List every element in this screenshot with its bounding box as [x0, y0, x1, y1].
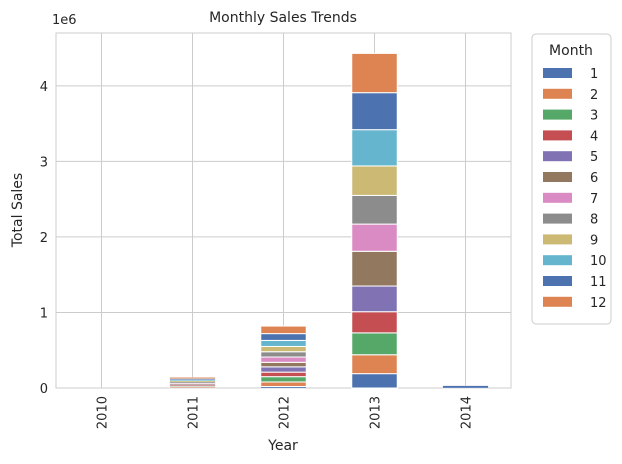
x-tick-label: 2014: [460, 396, 475, 429]
bar-segment: [260, 356, 307, 363]
bar-segment: [351, 129, 398, 167]
y-tick-label: 4: [40, 80, 48, 95]
chart-title: Monthly Sales Trends: [209, 10, 357, 26]
x-tick-label: 2013: [369, 396, 384, 429]
bar-segment: [351, 223, 398, 252]
bar-segment: [169, 379, 216, 381]
bar-segment: [351, 194, 398, 225]
legend-label: 8: [590, 213, 598, 228]
bar-segment: [260, 376, 307, 383]
legend-label: 9: [590, 233, 598, 248]
bar-segment: [260, 366, 307, 373]
bar-segment: [260, 339, 307, 347]
x-tick-labels: 2010 2011 2012 2013 2014: [96, 396, 475, 429]
bar-segment: [260, 345, 307, 353]
bars: [169, 52, 489, 389]
bar-segment: [260, 381, 307, 387]
bar-segment: [351, 354, 398, 375]
x-axis-label: Year: [267, 438, 298, 454]
x-tick-label: 2011: [187, 396, 202, 429]
bar-segment: [169, 378, 216, 380]
legend-label: 11: [590, 275, 607, 290]
legend-label: 12: [590, 296, 607, 311]
y-tick-label: 1: [40, 306, 48, 321]
legend-label: 7: [590, 192, 598, 207]
bar-segment: [169, 381, 216, 384]
legend-swatch: [543, 172, 572, 182]
legend-swatch: [543, 213, 572, 224]
legend-swatch: [543, 151, 572, 162]
bar-segment: [351, 92, 398, 131]
legend-title: Month: [549, 43, 593, 59]
bar-segment: [351, 373, 398, 389]
bar-segment: [169, 380, 216, 383]
bar-segment: [351, 250, 398, 287]
bar-segment: [260, 371, 307, 378]
legend-label: 4: [590, 129, 598, 144]
y-tick-label: 3: [40, 155, 48, 170]
legend-label: 3: [590, 109, 598, 124]
bar-segment: [351, 52, 398, 94]
legend-swatch: [543, 276, 572, 286]
legend-label: 2: [590, 88, 598, 103]
legend-label: 6: [590, 171, 598, 186]
bar-segment: [260, 351, 307, 358]
bar-segment: [169, 377, 216, 379]
x-tick-label: 2010: [96, 396, 111, 429]
y-tick-label: 0: [40, 382, 48, 397]
bar-segment: [260, 333, 307, 341]
x-tick-label: 2012: [278, 396, 293, 429]
bar-segment: [351, 332, 398, 356]
legend-swatch: [543, 192, 572, 203]
legend-swatch: [543, 234, 572, 245]
y-tick-label: 2: [40, 231, 48, 246]
legend-label: 10: [590, 254, 607, 269]
y-axis-label: Total Sales: [10, 173, 26, 248]
legend-swatch: [543, 109, 572, 120]
y-offset-label: 1e6: [52, 13, 77, 28]
bar-segment: [351, 165, 398, 196]
legend-label: 1: [590, 67, 598, 82]
bar-segment: [260, 325, 307, 335]
legend-swatch: [543, 255, 572, 266]
legend-swatch: [543, 68, 572, 78]
bar-segment: [442, 385, 489, 389]
legend-swatch: [543, 296, 572, 307]
legend-swatch: [543, 88, 572, 99]
legend-swatch: [543, 130, 572, 141]
bar-segment: [351, 311, 398, 334]
bar-segment: [351, 285, 398, 313]
y-tick-labels: 0 1 2 3 4: [40, 80, 48, 397]
legend-label: 5: [590, 150, 598, 165]
bar-segment: [260, 361, 307, 368]
